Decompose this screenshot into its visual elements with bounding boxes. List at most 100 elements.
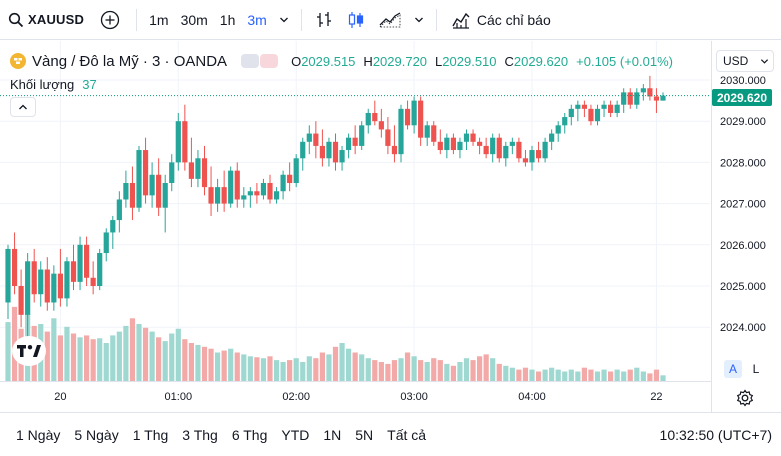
- volume-bar: [103, 343, 109, 381]
- candle-body: [156, 174, 162, 208]
- chart-type-dropdown[interactable]: [408, 0, 430, 40]
- candle-body: [215, 187, 221, 204]
- volume-bar: [287, 360, 293, 381]
- volume-bar: [188, 343, 194, 381]
- range-5-years[interactable]: 5N: [355, 426, 374, 443]
- candle-body: [260, 183, 267, 196]
- candle-body: [267, 183, 273, 200]
- area-style-button[interactable]: [372, 0, 408, 40]
- market-status-icon: [241, 54, 260, 68]
- volume-legend: Khối lượng 37: [10, 77, 97, 92]
- candle-body: [287, 174, 293, 183]
- volume-bar: [372, 360, 378, 381]
- candle-body: [57, 273, 63, 299]
- volume-bar: [300, 362, 306, 381]
- bars-chart-icon: [316, 11, 331, 27]
- volume-bar: [44, 331, 50, 381]
- volume-bar: [326, 354, 332, 381]
- legend-status-pills[interactable]: [241, 54, 279, 68]
- volume-bar: [588, 369, 594, 381]
- chevron-down-icon: [414, 17, 423, 22]
- candle-body: [418, 100, 424, 138]
- range-6-months[interactable]: 6 Thg: [231, 426, 268, 443]
- compare-symbol-button[interactable]: [100, 9, 122, 31]
- time-axis[interactable]: 20 01:00 02:00 03:00 04:00 22: [54, 391, 662, 403]
- volume-bar: [522, 367, 529, 381]
- timezone-clock[interactable]: 10:32:50 (UTC+7): [659, 426, 772, 443]
- volume-bar: [634, 367, 640, 381]
- candle-body: [647, 88, 653, 97]
- volume-bar: [450, 365, 456, 381]
- volume-bar: [640, 371, 646, 381]
- volume-bar: [477, 356, 483, 381]
- interval-dropdown[interactable]: [273, 0, 295, 40]
- range-1-month[interactable]: 1 Thg: [132, 426, 169, 443]
- volume-bar: [280, 362, 286, 381]
- volume-bar: [509, 367, 515, 381]
- volume-bar: [110, 335, 116, 381]
- volume-bar: [581, 367, 587, 381]
- symbol-search-button[interactable]: XAUUSD: [0, 0, 92, 40]
- volume-bar: [313, 358, 319, 381]
- interval-1m[interactable]: 1m: [149, 11, 169, 28]
- volume-bar: [260, 358, 267, 381]
- candle-body: [326, 141, 332, 159]
- candles-style-button[interactable]: [340, 0, 372, 40]
- price-chart[interactable]: 2030.000 2029.000 2028.000 2027.000 2026.000…: [0, 41, 781, 412]
- range-1-day[interactable]: 1 Ngày: [16, 426, 61, 443]
- candle-body: [5, 248, 11, 303]
- candle-body: [142, 150, 149, 196]
- price-tick-label: 2029.000: [720, 116, 766, 128]
- interval-3m[interactable]: 3m: [247, 11, 267, 28]
- collapse-legend-button[interactable]: [10, 97, 36, 117]
- interval-1h[interactable]: 1h: [219, 11, 236, 28]
- volume-bar: [129, 318, 136, 381]
- volume-value: 37: [82, 77, 97, 92]
- range-1-year[interactable]: 1N: [323, 426, 342, 443]
- volume-bar: [156, 337, 162, 381]
- bars-style-button[interactable]: [308, 0, 340, 40]
- candles-chart-icon: [348, 11, 363, 28]
- price-axis[interactable]: 2030.000 2029.000 2028.000 2027.000 2026.000…: [720, 75, 766, 334]
- volume-bar: [535, 371, 542, 381]
- candle-body: [188, 162, 194, 179]
- currency-label: USD: [723, 54, 749, 68]
- volume-bar: [431, 358, 437, 381]
- range-3-months[interactable]: 3 Thg: [182, 426, 218, 443]
- indicators-button[interactable]: Các chỉ báo: [443, 0, 559, 40]
- price-tick-label: 2025.000: [720, 281, 766, 293]
- candle-body: [162, 183, 168, 208]
- candle-body: [339, 150, 345, 163]
- toolbar-divider: [300, 8, 302, 31]
- volume-bar: [293, 358, 299, 381]
- chart-pane[interactable]: 2030.000 2029.000 2028.000 2027.000 2026.000…: [0, 41, 781, 412]
- volume-bar: [352, 352, 358, 381]
- volume-bar: [182, 339, 188, 381]
- range-all[interactable]: Tất cả: [387, 426, 427, 443]
- volume-bar: [254, 357, 260, 381]
- range-5-days[interactable]: 5 Ngày: [74, 426, 119, 443]
- candle-body: [332, 141, 339, 163]
- candle-body: [84, 244, 90, 278]
- candle-body: [568, 108, 574, 118]
- candle-body: [90, 277, 96, 286]
- gold-coin-icon: [10, 53, 26, 69]
- gear-icon: [736, 389, 754, 407]
- candle-body: [470, 133, 476, 142]
- range-ytd[interactable]: YTD: [281, 426, 310, 443]
- log-scale-button[interactable]: L: [752, 362, 760, 376]
- candle-body: [483, 145, 489, 155]
- tradingview-logo[interactable]: [12, 336, 46, 366]
- interval-30m[interactable]: 30m: [180, 11, 208, 28]
- volume-bar: [365, 358, 371, 381]
- auto-scale-button[interactable]: A: [724, 360, 742, 378]
- chart-settings-button[interactable]: [736, 389, 754, 412]
- candle-body: [621, 92, 627, 105]
- volume-bar: [175, 328, 181, 381]
- volume-bar: [529, 369, 535, 381]
- candle-body: [640, 88, 646, 93]
- volume-bar: [51, 318, 57, 381]
- currency-select[interactable]: USD: [716, 50, 774, 72]
- candle-body: [634, 92, 640, 105]
- volume-bar: [221, 350, 227, 381]
